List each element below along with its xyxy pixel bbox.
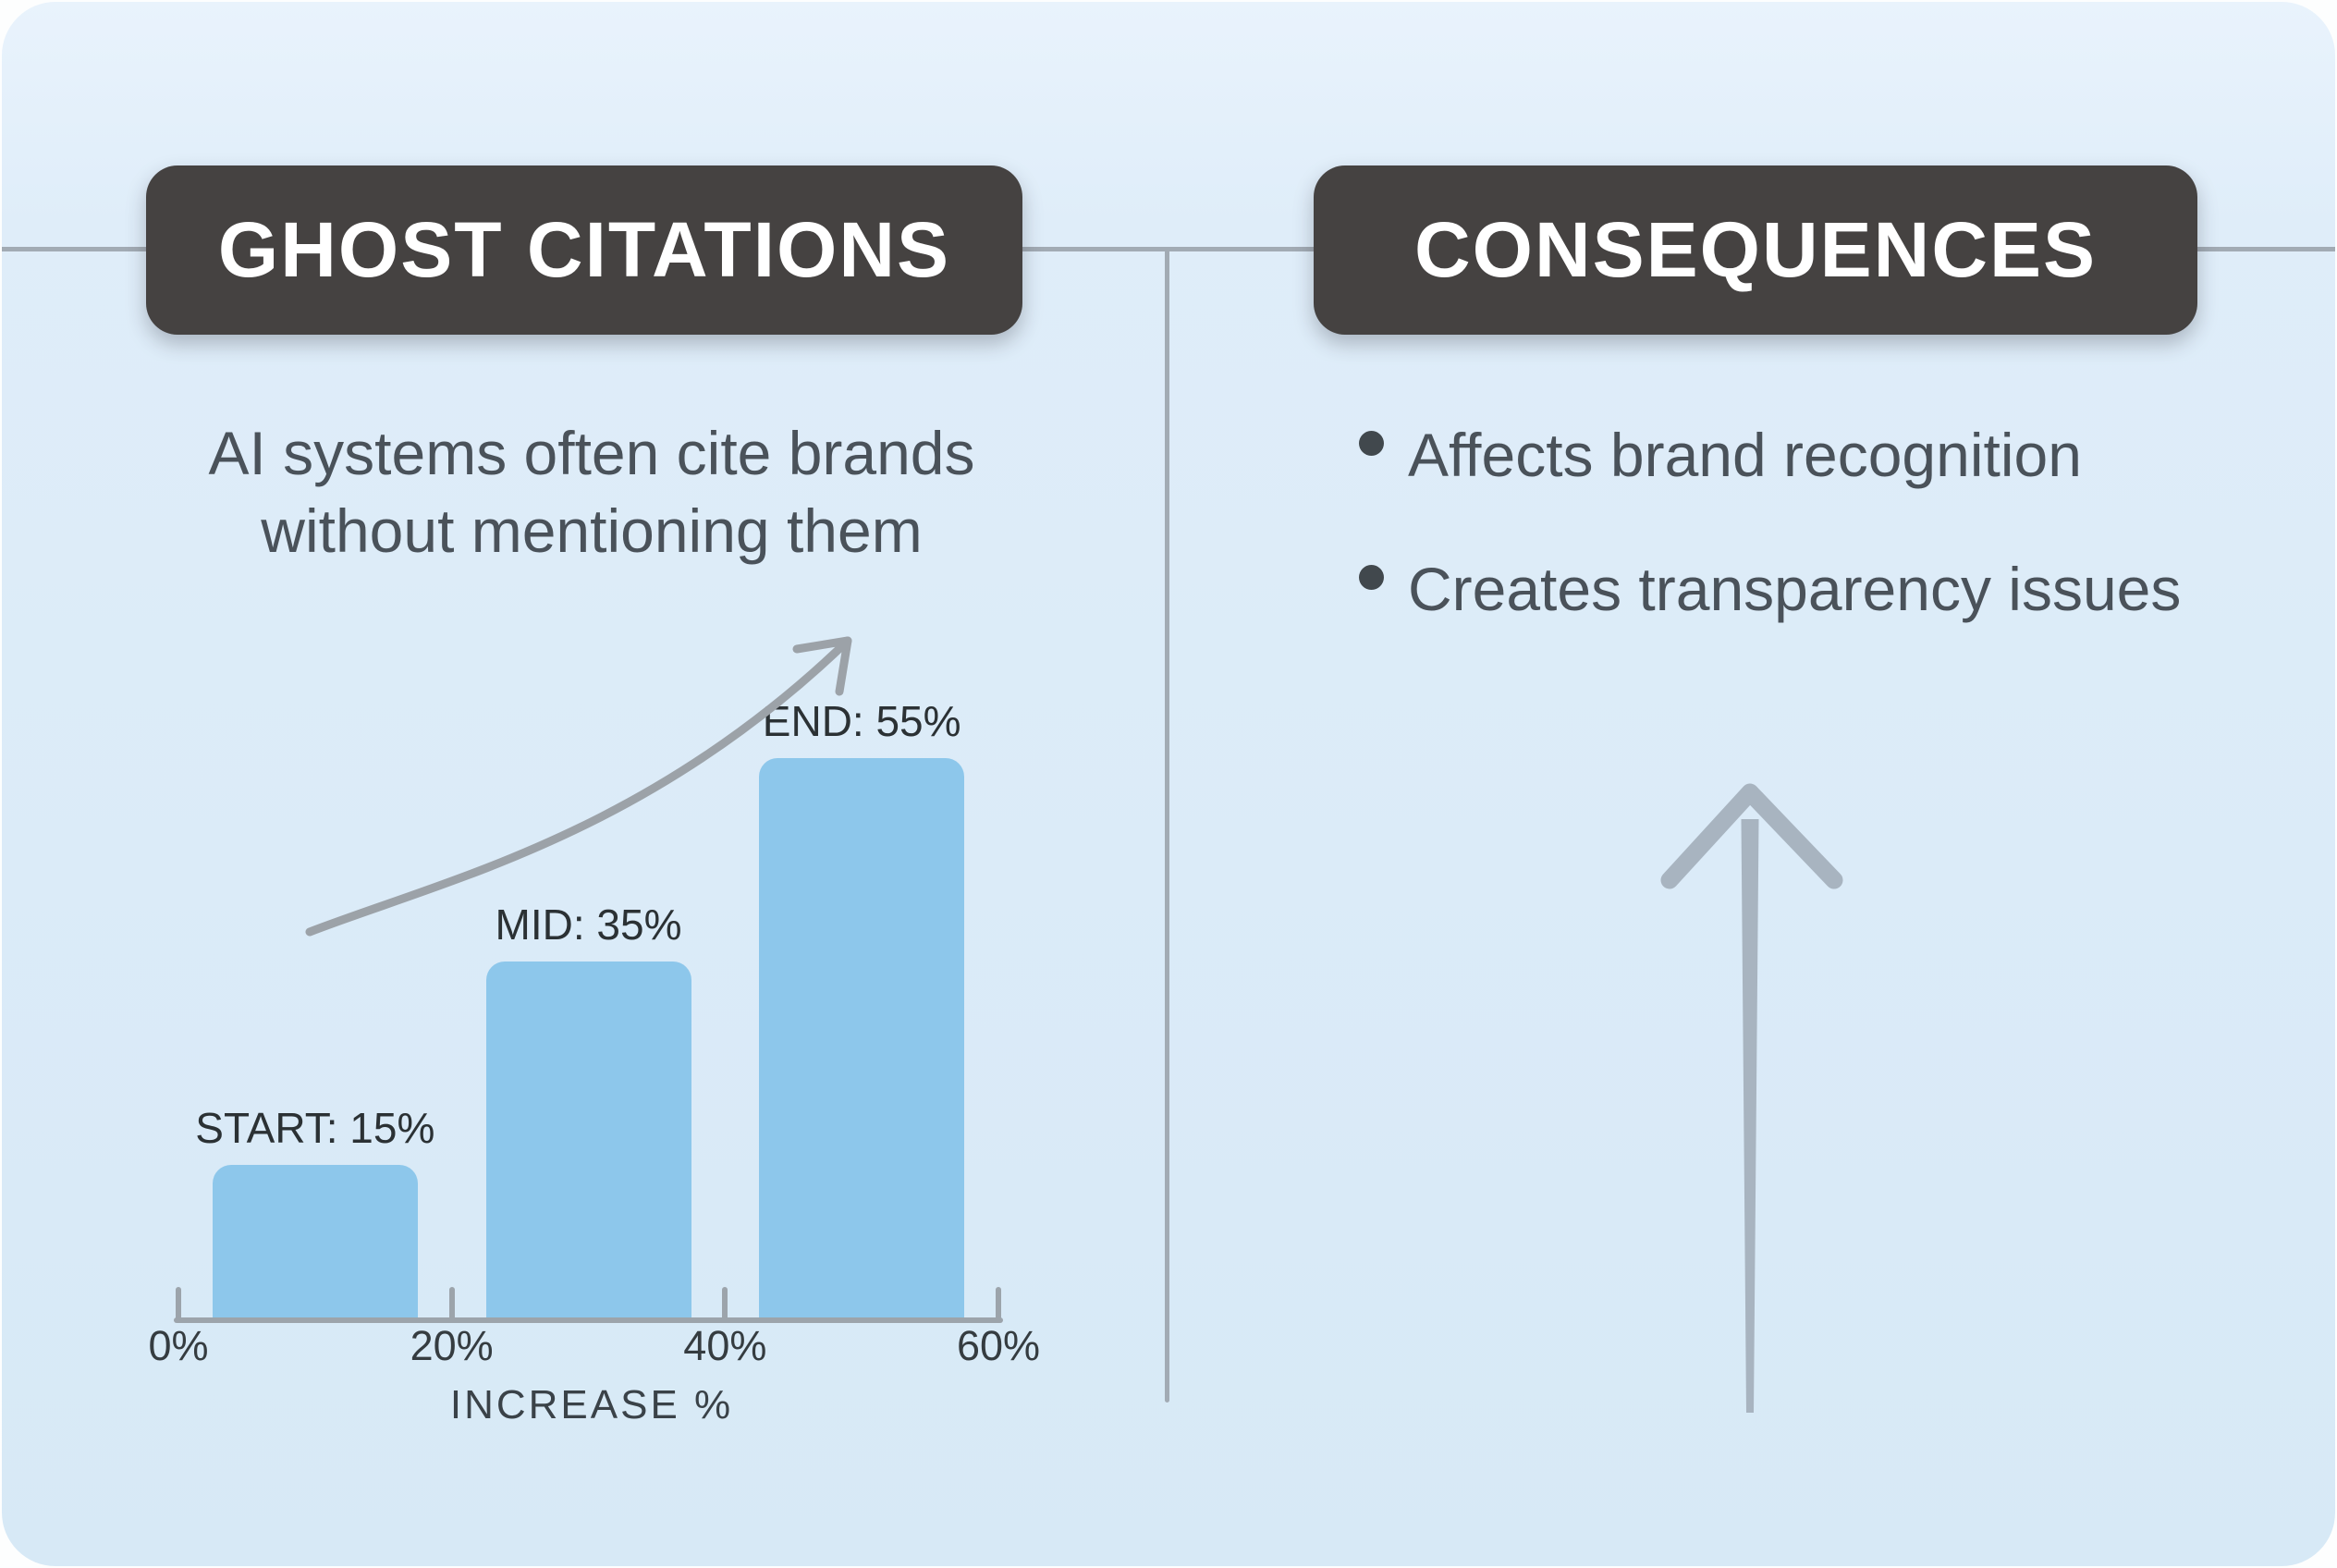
x-axis-tick: [448, 1287, 455, 1320]
x-axis-tick-label: 60%: [956, 1322, 1041, 1369]
panel-divider: [1165, 250, 1169, 1403]
left-panel-title: GHOST CITATIONS: [217, 206, 951, 293]
x-axis-tick-label: 40%: [683, 1322, 767, 1369]
subtitle-line-2: without mentioning them: [261, 496, 923, 565]
bar-mid: [485, 962, 691, 1317]
left-panel-header: GHOST CITATIONS: [146, 165, 1022, 335]
x-axis-title: INCREASE %: [449, 1382, 734, 1427]
header-horizontal-rule: [2, 247, 2335, 251]
x-axis-tick: [996, 1287, 1001, 1320]
right-panel-header: CONSEQUENCES: [1314, 165, 2197, 335]
consequence-text-1: Affects brand recognition: [1408, 421, 2082, 489]
x-axis-tick: [722, 1287, 728, 1320]
x-axis-tick-label: 0%: [148, 1322, 209, 1369]
bar-value-label-start: START: 15%: [195, 1104, 435, 1152]
bar-start: [212, 1165, 418, 1317]
bullet-dot-icon: [1359, 431, 1384, 456]
subtitle-line-1: AI systems often cite brands: [208, 419, 975, 487]
bar-value-label-mid: MID: 35%: [495, 900, 682, 949]
consequence-text-2: Creates transparency issues: [1408, 555, 2182, 623]
right-panel-title: CONSEQUENCES: [1413, 206, 2098, 293]
bar-value-label-end: END: 55%: [762, 697, 961, 745]
x-axis-line: [174, 1317, 1003, 1323]
consequence-item-1: Affects brand recognition: [1359, 417, 2184, 493]
bullet-dot-icon: [1359, 565, 1384, 590]
consequence-item-2: Creates transparency issues: [1359, 551, 2184, 627]
x-axis-tick: [176, 1287, 181, 1320]
bar-end: [759, 758, 965, 1317]
x-axis-tick-label: 20%: [410, 1322, 494, 1369]
left-panel-subtitle: AI systems often cite brands without men…: [129, 414, 1054, 570]
